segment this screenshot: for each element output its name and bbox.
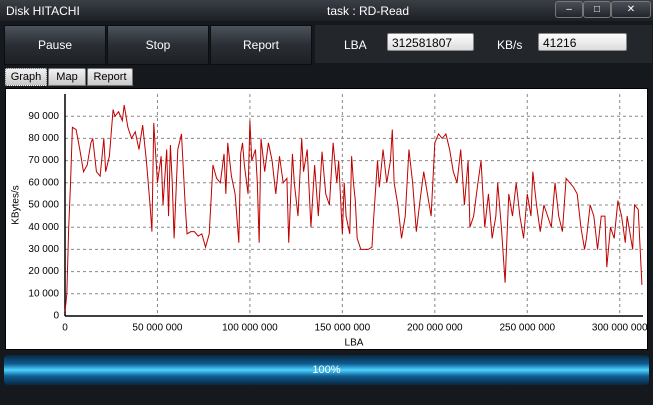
x-tick-label: 150 000 000: [315, 323, 371, 334]
title-bar: Disk HITACHI task : RD-Read: [0, 0, 653, 21]
report-button[interactable]: Report: [210, 25, 312, 65]
window-title: Disk HITACHI: [6, 4, 80, 18]
x-axis-label: LBA: [345, 338, 364, 349]
y-tick-label: 0: [53, 311, 59, 322]
x-tick-label: 250 000 000: [499, 323, 555, 334]
task-label: task : RD-Read: [327, 4, 410, 18]
speed-label: KB/s: [497, 38, 523, 52]
y-tick-label: 90 000: [28, 111, 59, 122]
minimize-button[interactable]: –: [555, 1, 583, 18]
speed-field[interactable]: 41216: [538, 33, 627, 51]
close-button[interactable]: ✕: [611, 1, 651, 18]
report-tab[interactable]: Report: [87, 68, 133, 86]
stop-button[interactable]: Stop: [107, 25, 209, 65]
y-tick-label: 50 000: [28, 200, 59, 211]
chart: 0 10 000 20 000 30 000 40 000 50 000 60 000 70 …: [5, 88, 648, 350]
progress-label: 100%: [312, 364, 341, 376]
lba-label: LBA: [344, 38, 367, 52]
graph-tab[interactable]: Graph: [5, 68, 47, 86]
x-tick-label: 100 000 000: [222, 323, 278, 334]
y-tick-label: 10 000: [28, 288, 59, 299]
y-tick-label: 40 000: [28, 222, 59, 233]
lba-field[interactable]: 312581807: [387, 33, 474, 51]
y-axis-label: KBytes/s: [11, 185, 22, 224]
maximize-button[interactable]: □: [583, 1, 611, 18]
pause-button[interactable]: Pause: [4, 25, 106, 65]
map-tab[interactable]: Map: [48, 68, 86, 86]
y-tick-label: 30 000: [28, 244, 59, 255]
y-tick-label: 20 000: [28, 266, 59, 277]
x-tick-label: 300 000 000: [592, 323, 648, 334]
x-tick-label: 200 000 000: [407, 323, 463, 334]
y-tick-label: 60 000: [28, 177, 59, 188]
data-line: [64, 105, 643, 312]
y-tick-label: 70 000: [28, 155, 59, 166]
x-tick-label: 50 000 000: [132, 323, 182, 334]
x-tick-label: 0: [62, 323, 68, 334]
y-tick-label: 80 000: [28, 133, 59, 144]
progress-bar: 100%: [4, 355, 649, 385]
